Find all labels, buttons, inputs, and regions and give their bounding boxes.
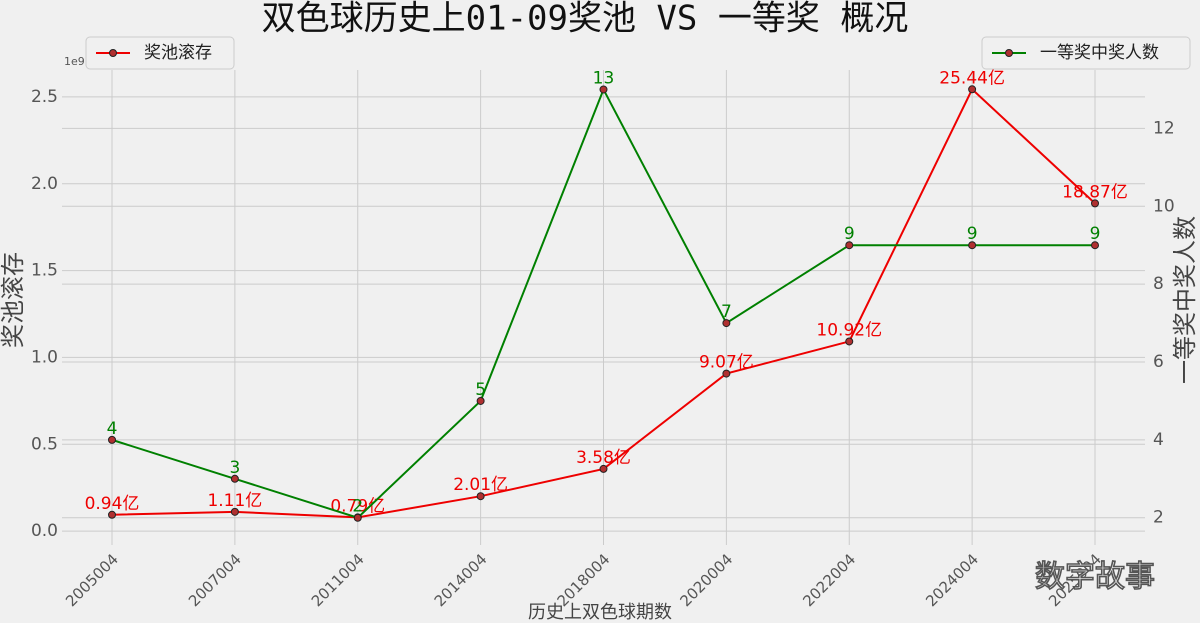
- data-point: [968, 85, 977, 94]
- watermark: 数字故事: [1035, 560, 1155, 595]
- y2-tick-label: 8: [1153, 274, 1164, 294]
- data-point: [353, 513, 362, 522]
- data-label: 25.44亿: [939, 68, 1005, 88]
- y-tick-label: 2.0: [31, 174, 58, 194]
- data-label: 0.94亿: [85, 494, 140, 514]
- chart-title: 双色球历史上01-09奖池 VS 一等奖 概况: [262, 0, 909, 39]
- legend-marker: [1005, 49, 1013, 57]
- data-label: 3.58亿: [576, 448, 631, 468]
- data-label: 18.87亿: [1062, 182, 1128, 202]
- data-point: [230, 507, 239, 516]
- data-label: 1.11亿: [207, 491, 262, 511]
- data-point: [476, 492, 485, 501]
- data-point: [1091, 199, 1099, 208]
- data-label: 10.92亿: [816, 320, 882, 340]
- data-label: 0.79亿: [330, 496, 385, 516]
- data-label: 9: [967, 224, 978, 244]
- data-label: 9: [1090, 224, 1101, 244]
- data-label: 13: [593, 68, 615, 88]
- y2-tick-label: 4: [1153, 430, 1164, 450]
- legend: 奖池滚存: [85, 36, 235, 70]
- data-label: 5: [475, 380, 486, 400]
- data-point: [476, 396, 485, 405]
- y-tick-label: 1.0: [31, 347, 58, 367]
- data-point: [599, 85, 608, 94]
- axis-offset-label: 1e9: [64, 55, 85, 68]
- legend-label: 一等奖中奖人数: [1040, 43, 1159, 63]
- y2-axis-label: 一等奖中奖人数: [1171, 216, 1199, 384]
- y2-tick-label: 6: [1153, 352, 1164, 372]
- data-point: [108, 510, 116, 519]
- y2-tick-label: 10: [1153, 196, 1175, 216]
- legend-label: 奖池滚存: [144, 43, 212, 63]
- data-point: [722, 369, 731, 378]
- data-label: 3: [229, 458, 240, 478]
- y-tick-label: 2.5: [31, 87, 58, 107]
- data-point: [845, 241, 854, 250]
- y2-tick-label: 12: [1153, 118, 1175, 138]
- data-point: [599, 464, 608, 473]
- legend-box: [85, 36, 235, 70]
- data-point: [845, 337, 854, 346]
- data-label: 9: [844, 224, 855, 244]
- data-label: 4: [107, 419, 118, 439]
- legend-box: [981, 36, 1191, 70]
- data-point: [1091, 241, 1099, 250]
- data-point: [108, 435, 116, 444]
- legend-marker: [109, 49, 117, 57]
- y-tick-label: 0.0: [31, 521, 58, 541]
- y-tick-label: 1.5: [31, 261, 58, 281]
- data-label: 2.01亿: [453, 475, 508, 495]
- x-axis-label: 历史上双色球期数: [528, 602, 672, 623]
- data-point: [230, 474, 239, 483]
- legend: 一等奖中奖人数: [981, 36, 1191, 70]
- data-label: 2: [352, 497, 363, 517]
- y2-tick-label: 2: [1153, 508, 1164, 528]
- data-label: 9.07亿: [699, 353, 754, 373]
- y-axis-label: 奖池滚存: [0, 252, 27, 348]
- data-label: 7: [721, 302, 732, 322]
- data-point: [722, 319, 731, 328]
- y-tick-label: 0.5: [31, 434, 58, 454]
- data-point: [968, 241, 977, 250]
